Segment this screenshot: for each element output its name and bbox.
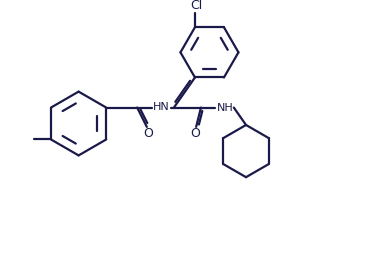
Text: O: O [143, 127, 153, 140]
Text: O: O [190, 127, 200, 140]
Text: NH: NH [217, 103, 234, 113]
Text: HN: HN [153, 102, 170, 112]
Text: Cl: Cl [190, 0, 202, 12]
